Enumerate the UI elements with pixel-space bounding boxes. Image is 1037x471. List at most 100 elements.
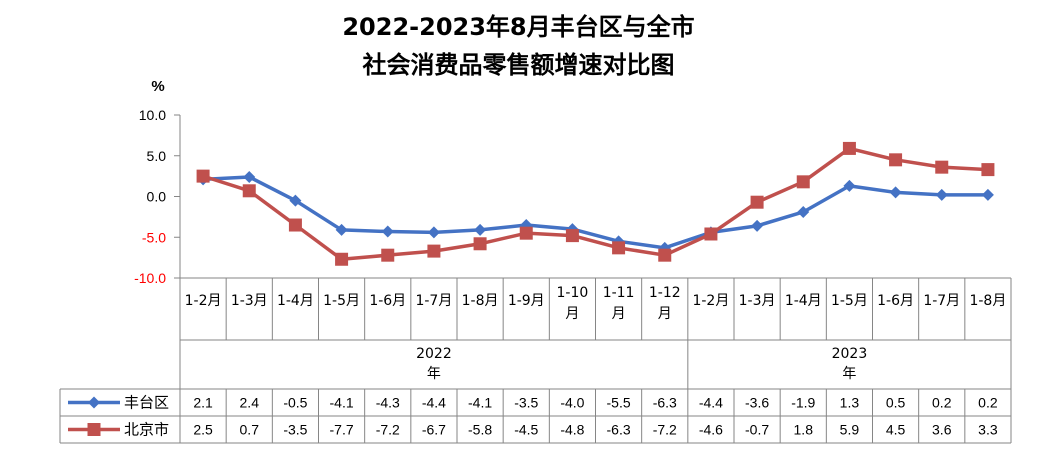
chart-title-line2: 社会消费品零售额增速对比图 (362, 51, 675, 79)
category-label: 1-6月 (369, 293, 406, 309)
data-table-value: -4.1 (330, 395, 354, 411)
series-2-point (196, 169, 210, 183)
year-group-suffix: 年 (842, 366, 856, 382)
data-table-value: -7.2 (653, 422, 677, 438)
category-label: 1-2月 (185, 293, 222, 309)
series-2-point (427, 244, 441, 258)
category-label: 月 (612, 306, 626, 322)
category-label: 1-6月 (877, 293, 914, 309)
data-table-value: 1.8 (794, 422, 814, 438)
series-1-point (981, 188, 994, 201)
series-2-point (381, 248, 395, 262)
series-2-point (565, 229, 579, 243)
data-table-value: -0.7 (745, 422, 769, 438)
series-2-point (612, 241, 626, 255)
series-2-point (519, 226, 533, 240)
data-table-value: 3.6 (932, 422, 952, 438)
series-line-2 (202, 146, 989, 262)
legend-key-marker (87, 423, 101, 436)
data-table-value: -3.6 (745, 395, 769, 411)
category-label: 1-4月 (785, 293, 822, 309)
data-table-value: 5.9 (840, 422, 860, 438)
category-label: 1-9月 (508, 293, 545, 309)
series-2-point (842, 141, 856, 155)
legend-series-name: 丰台区 (124, 394, 169, 412)
year-group-label: 2023 (832, 346, 868, 362)
series-2-point (750, 195, 764, 209)
category-label: 1-11 (603, 285, 635, 301)
data-table-value: -7.7 (330, 422, 354, 438)
category-label: 1-8月 (462, 293, 499, 309)
series-1-point (843, 179, 856, 192)
data-table-value: -6.3 (653, 395, 677, 411)
category-label: 1-5月 (831, 293, 868, 309)
category-label: 1-8月 (969, 293, 1006, 309)
data-table-value: -0.5 (283, 395, 307, 411)
data-table-value: -4.6 (699, 422, 723, 438)
data-table-value: 0.5 (886, 395, 906, 411)
data-table-value: -4.4 (699, 395, 723, 411)
category-label: 1-4月 (277, 293, 314, 309)
data-table-value: -4.1 (468, 395, 492, 411)
category-label: 月 (658, 306, 672, 322)
category-label: 1-10 (557, 285, 589, 301)
series-1-point (243, 170, 256, 183)
series-2-point (981, 163, 995, 177)
category-label: 1-3月 (231, 293, 268, 309)
data-table-value: 2.1 (193, 395, 213, 411)
series-line-1 (202, 175, 988, 250)
data-table-value: -4.4 (422, 395, 446, 411)
data-table-value: 2.5 (193, 422, 213, 438)
y-tick-label: -5.0 (142, 229, 166, 245)
category-label: 1-3月 (739, 293, 776, 309)
y-tick-label: 0.0 (147, 189, 167, 205)
series-1-point (289, 194, 302, 207)
series-2-point (935, 160, 949, 174)
data-table-value: 0.2 (978, 395, 998, 411)
chart-title-line1: 2022-2023年8月丰台区与全市 (342, 13, 695, 41)
series-1-point (751, 219, 764, 232)
series-2-point (704, 227, 718, 241)
series-1-point (474, 223, 487, 236)
y-unit-label: % (151, 78, 164, 95)
y-tick-label: 10.0 (139, 107, 166, 123)
category-label: 1-5月 (323, 293, 360, 309)
data-table-value: 0.2 (932, 395, 952, 411)
data-table-value: -6.3 (607, 422, 631, 438)
data-table-value: -3.5 (283, 422, 307, 438)
category-label: 1-7月 (415, 293, 452, 309)
series-1-point (797, 205, 810, 218)
data-table-value: -1.9 (791, 395, 815, 411)
series-2-point (335, 252, 349, 266)
series-2-point (658, 248, 672, 262)
category-label: 1-12 (649, 285, 681, 301)
series-1-point (427, 226, 440, 239)
series-2-point (242, 184, 256, 198)
year-group-label: 2022 (416, 346, 452, 362)
category-label: 月 (565, 306, 579, 322)
legend-key-marker (88, 396, 100, 409)
series-1-point (889, 186, 902, 199)
data-table-value: -4.0 (560, 395, 584, 411)
legend-series-name: 北京市 (124, 421, 169, 439)
year-group-suffix: 年 (427, 366, 441, 382)
series-2-point (473, 237, 487, 251)
data-table-value: -3.5 (514, 395, 538, 411)
data-table-value: 2.4 (240, 395, 260, 411)
data-table-value: 0.7 (240, 422, 260, 438)
data-table-value: -6.7 (422, 422, 446, 438)
y-tick-label: -10.0 (134, 270, 166, 286)
data-table-value: -7.2 (376, 422, 400, 438)
series-1-point (335, 223, 348, 236)
series-1-point (935, 188, 948, 201)
data-table-value: 1.3 (840, 395, 860, 411)
y-tick-label: 5.0 (147, 148, 167, 164)
category-label: 1-2月 (692, 293, 729, 309)
series-2-point (889, 153, 903, 167)
data-table-value: -4.8 (560, 422, 584, 438)
data-table-value: 4.5 (886, 422, 906, 438)
series-1-point (381, 225, 394, 238)
series-2-point (796, 175, 810, 189)
data-table-value: -5.5 (607, 395, 631, 411)
